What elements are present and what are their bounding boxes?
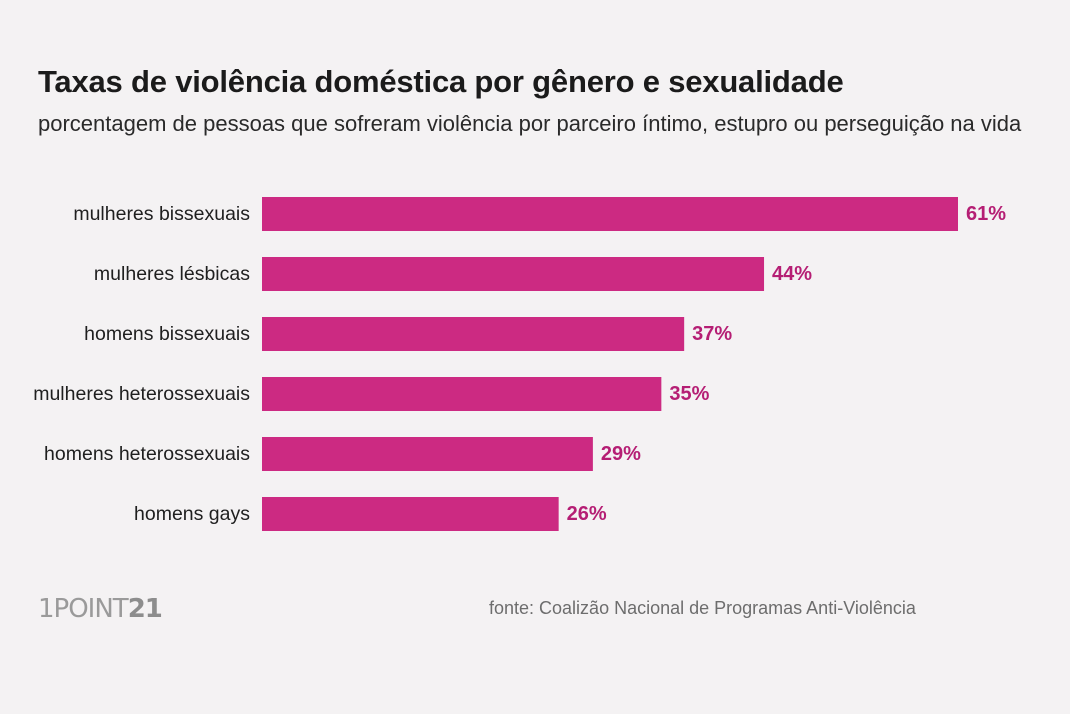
chart-title: Taxas de violência doméstica por gênero … [38,64,844,99]
category-label: homens gays [134,503,250,525]
value-label: 26% [567,503,607,525]
logo-text: 1POINT [38,594,129,624]
bar [262,317,685,351]
category-label: mulheres bissexuais [73,203,250,225]
bar [262,437,593,471]
bar [262,497,559,531]
value-label: 35% [669,383,709,405]
category-label: homens heterossexuais [44,443,250,465]
value-label: 61% [966,203,1006,225]
value-label: 29% [601,443,641,465]
category-label: mulheres heterossexuais [33,383,250,405]
bar [262,257,765,291]
brand-logo: 1POINT21 [38,594,163,624]
value-label: 44% [772,263,812,285]
category-label: homens bissexuais [84,323,250,345]
bar [262,377,662,411]
logo-number: 21 [127,594,163,624]
source-note: fonte: Coalizão Nacional de Programas An… [489,598,916,618]
chart-subtitle: porcentagem de pessoas que sofreram viol… [38,111,1022,136]
bar [262,197,958,231]
category-label: mulheres lésbicas [94,263,250,285]
value-label: 37% [692,323,732,345]
bars-layer: mulheres bissexuais 61% mulheres lésbicas 4… [33,197,1006,531]
